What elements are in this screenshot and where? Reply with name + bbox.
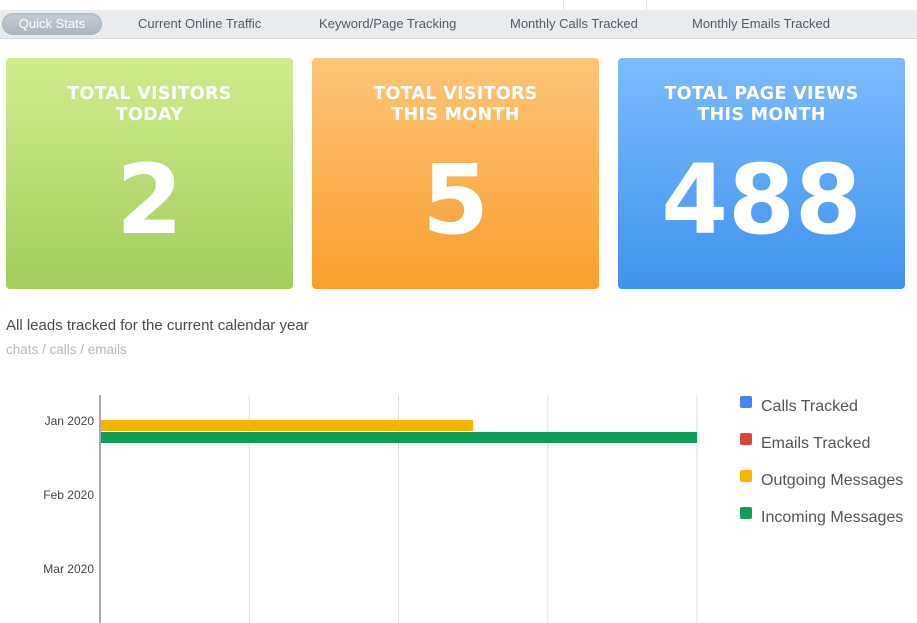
stat-card-value: 488 xyxy=(661,144,862,256)
tab-monthly-emails-tracked[interactable]: Monthly Emails Tracked xyxy=(692,16,830,31)
legend-swatch xyxy=(740,470,752,482)
legend-label: Emails Tracked xyxy=(761,435,871,452)
legend-swatch xyxy=(740,507,752,519)
legend-item[interactable]: Incoming Messages xyxy=(740,506,917,543)
tab-quick-stats[interactable]: Quick Stats xyxy=(2,13,102,35)
stat-card-title-line1: TOTAL VISITORS xyxy=(67,84,232,104)
leads-chart: Jan 2020 Feb 2020 Mar 2020 xyxy=(43,395,698,623)
legend-label: Calls Tracked xyxy=(761,398,858,415)
stat-card-title: TOTAL PAGE VIEWS THIS MONTH xyxy=(618,84,905,126)
stat-card-value: 2 xyxy=(116,144,183,256)
stat-card-title-line2: THIS MONTH xyxy=(391,105,520,125)
chart-bar-outgoing-messages[interactable] xyxy=(101,420,474,431)
chart-category-label: Mar 2020 xyxy=(43,562,94,576)
stat-card-page-views-month: TOTAL PAGE VIEWS THIS MONTH 488 xyxy=(618,58,905,289)
legend-label: Outgoing Messages xyxy=(761,472,904,489)
chart-category-labels: Jan 2020 Feb 2020 Mar 2020 xyxy=(43,414,94,576)
chart-bar-incoming-messages[interactable] xyxy=(101,432,697,443)
stat-card-title: TOTAL VISITORS THIS MONTH xyxy=(312,84,599,126)
legend-label: Incoming Messages xyxy=(761,509,904,526)
leads-section-title: All leads tracked for the current calend… xyxy=(6,317,309,334)
tab-monthly-calls-tracked[interactable]: Monthly Calls Tracked xyxy=(510,16,638,31)
legend-item[interactable]: Outgoing Messages xyxy=(740,469,917,506)
stat-card-value: 5 xyxy=(422,144,489,256)
stat-card-title: TOTAL VISITORS TODAY xyxy=(6,84,293,126)
legend-item[interactable]: Emails Tracked xyxy=(740,432,917,469)
leads-section-subtitle: chats / calls / emails xyxy=(6,342,127,357)
stat-card-title-line2: THIS MONTH xyxy=(697,105,826,125)
tab-current-online-traffic[interactable]: Current Online Traffic xyxy=(138,16,262,31)
stat-card-visitors-month: TOTAL VISITORS THIS MONTH 5 xyxy=(312,58,599,289)
legend-swatch xyxy=(740,433,752,445)
tab-bar: Quick Stats Current Online Traffic Keywo… xyxy=(0,10,917,39)
stat-card-title-line2: TODAY xyxy=(115,105,184,125)
top-tab-notch xyxy=(563,0,647,10)
chart-gridlines xyxy=(99,395,698,623)
stat-card-title-line1: TOTAL VISITORS xyxy=(373,84,538,104)
chart-category-label: Jan 2020 xyxy=(45,414,95,428)
chart-legend: Calls Tracked Emails Tracked Outgoing Mess… xyxy=(740,395,917,543)
chart-bars xyxy=(101,420,697,443)
chart-category-label: Feb 2020 xyxy=(43,488,94,502)
stat-card-visitors-today: TOTAL VISITORS TODAY 2 xyxy=(6,58,293,289)
stat-card-title-line1: TOTAL PAGE VIEWS xyxy=(664,84,859,104)
legend-swatch xyxy=(740,396,752,408)
tab-keyword-page-tracking[interactable]: Keyword/Page Tracking xyxy=(319,16,457,31)
legend-item[interactable]: Calls Tracked xyxy=(740,395,917,432)
